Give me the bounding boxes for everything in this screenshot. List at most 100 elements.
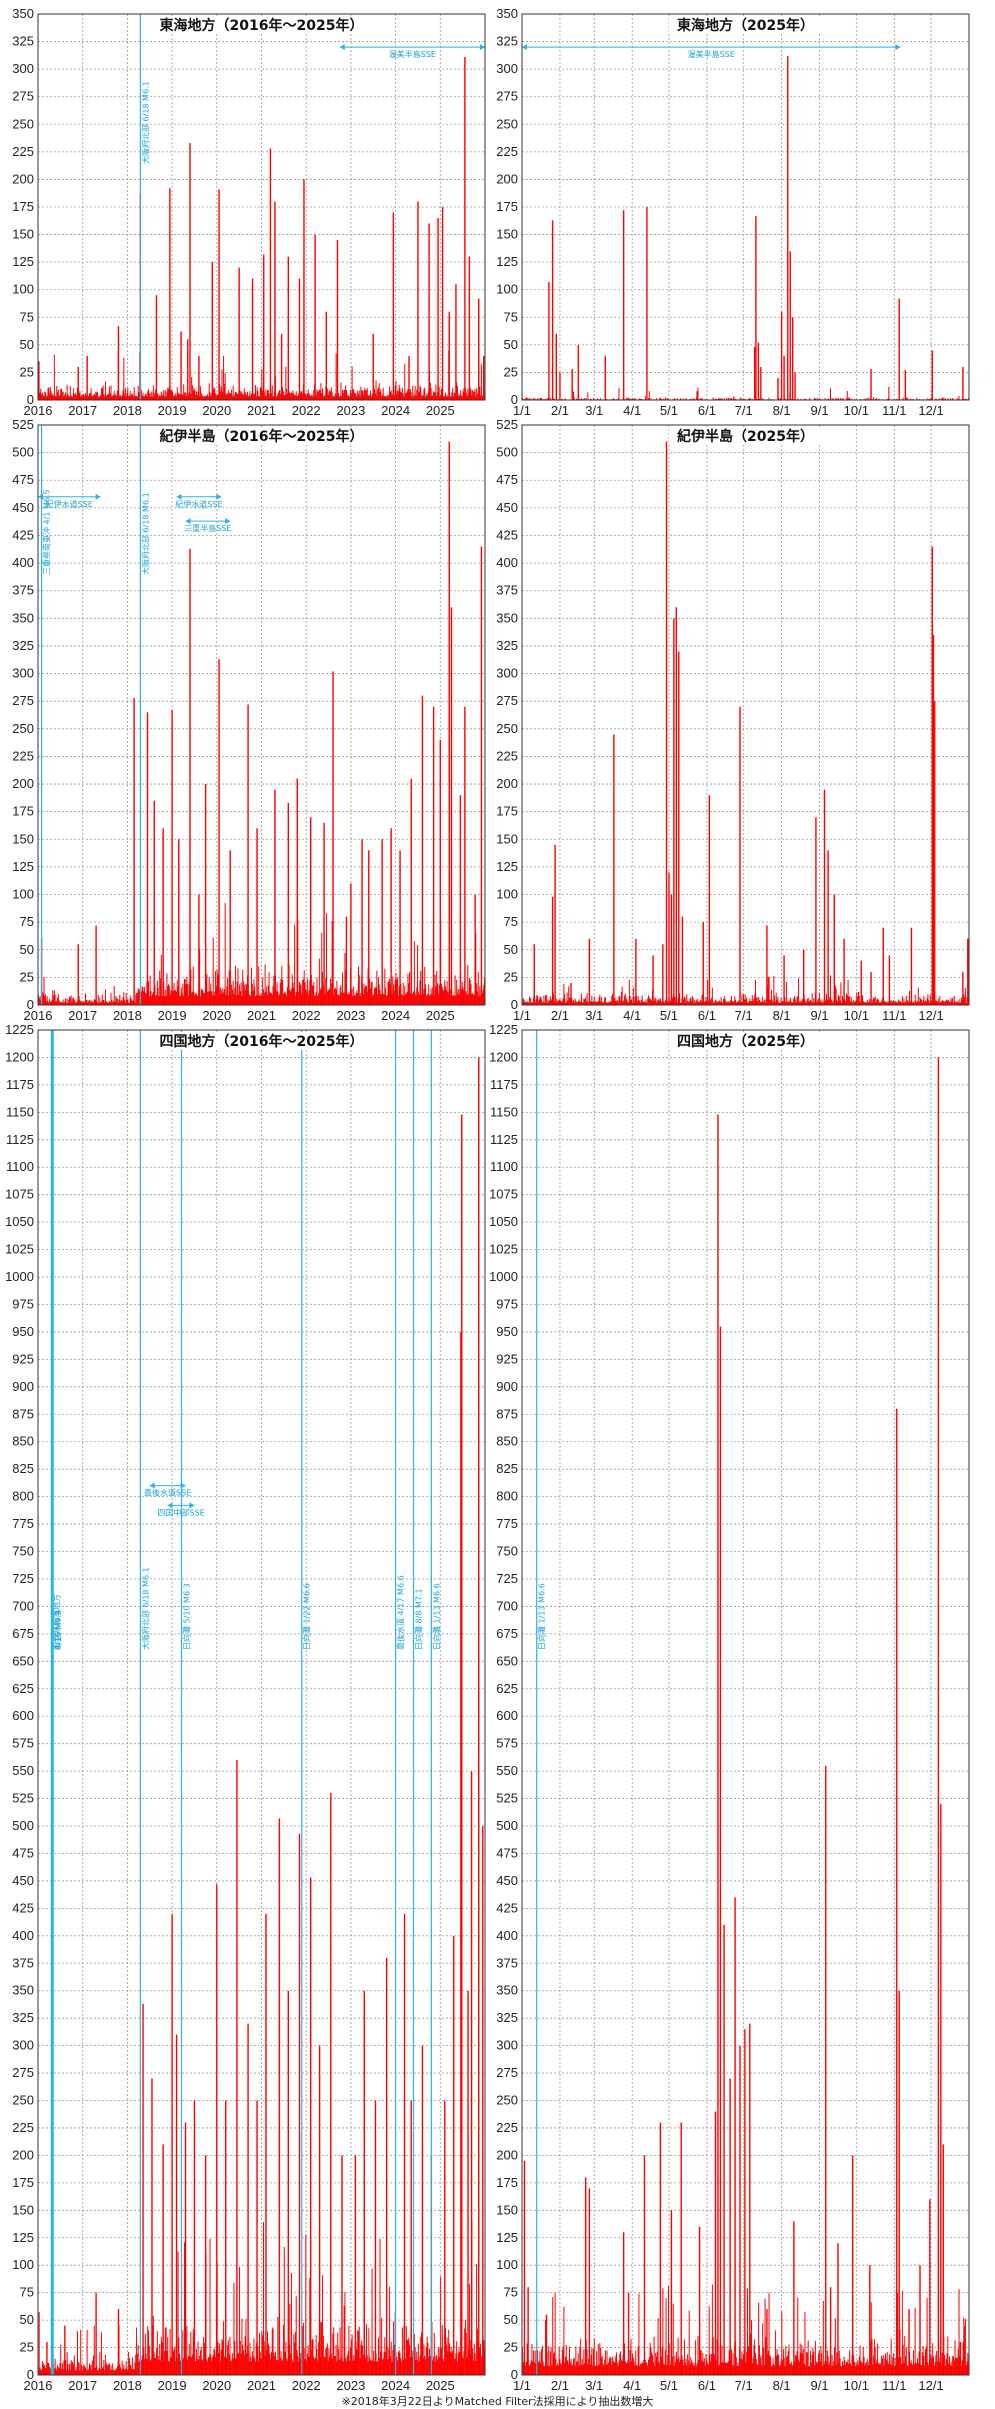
y-tick-label: 250	[496, 721, 518, 736]
y-tick-label: 850	[496, 1434, 518, 1449]
y-tick-label: 725	[12, 1571, 34, 1586]
y-tick-label: 25	[504, 969, 518, 984]
y-tick-label: 225	[496, 748, 518, 763]
y-tick-label: 275	[496, 693, 518, 708]
y-tick-label: 1225	[5, 1022, 34, 1037]
y-tick-label: 1050	[5, 1214, 34, 1229]
x-tick-label: 2017	[68, 2378, 97, 2393]
x-tick-label: 3/1	[585, 1008, 603, 1023]
y-tick-label: 175	[496, 2175, 518, 2190]
y-tick-label: 425	[496, 1900, 518, 1915]
x-tick-label: 2016	[24, 1008, 53, 1023]
x-tick-label: 7/1	[735, 2378, 753, 2393]
x-tick-label: 2019	[158, 2378, 187, 2393]
x-tick-label: 2/1	[551, 2378, 569, 2393]
y-tick-label: 500	[12, 1818, 34, 1833]
event-label: 豊後水道 4/17 M6.6	[396, 1575, 406, 1650]
x-tick-label: 7/1	[735, 1008, 753, 1023]
y-tick-label: 225	[12, 2120, 34, 2135]
plot-frame	[521, 424, 970, 1006]
x-tick-label: 10/1	[844, 2378, 869, 2393]
arrow-head-left	[38, 493, 43, 500]
y-tick-label: 1100	[6, 1159, 34, 1174]
y-tick-label: 400	[12, 555, 34, 570]
y-tick-label: 200	[496, 776, 518, 791]
x-tick-label: 2019	[158, 403, 187, 418]
y-tick-label: 575	[12, 1736, 34, 1751]
y-tick-label: 75	[20, 914, 34, 929]
y-tick-label: 450	[12, 500, 34, 515]
y-tick-label: 275	[12, 693, 34, 708]
y-tick-label: 350	[12, 1983, 34, 1998]
x-tick-label: 2019	[158, 1008, 187, 1023]
y-tick-label: 250	[496, 2093, 518, 2108]
y-tick-label: 175	[12, 2175, 34, 2190]
x-tick-label: 10/1	[844, 1008, 869, 1023]
y-tick-label: 425	[12, 527, 34, 542]
y-tick-label: 675	[12, 1626, 34, 1641]
y-tick-label: 350	[12, 6, 34, 21]
y-tick-label: 950	[12, 1324, 34, 1339]
y-tick-label: 75	[504, 309, 518, 324]
y-tick-label: 1000	[5, 1269, 34, 1284]
event-label: 日向灘 5/10 M6.3	[181, 1583, 191, 1650]
x-tick-label: 9/1	[811, 1008, 829, 1023]
y-tick-label: 100	[496, 2257, 518, 2272]
y-tick-label: 1075	[5, 1187, 34, 1202]
title-backing	[146, 1032, 377, 1050]
x-tick-label: 6/1	[698, 403, 716, 418]
y-tick-label: 750	[12, 1544, 34, 1559]
y-tick-label: 325	[12, 638, 34, 653]
arrow-head-left	[522, 44, 527, 51]
y-tick-label: 500	[12, 445, 34, 460]
x-tick-label: 2025	[426, 1008, 455, 1023]
sse-label: 三重半島SSE	[184, 523, 231, 533]
arrow-head-right	[225, 518, 231, 525]
y-tick-label: 375	[496, 583, 518, 598]
y-tick-label: 25	[504, 364, 518, 379]
y-tick-label: 100	[12, 2257, 34, 2272]
y-tick-label: 325	[496, 638, 518, 653]
chart-title: 四国地方（2025年）	[677, 1033, 814, 1050]
y-tick-label: 425	[496, 527, 518, 542]
y-tick-label: 300	[12, 61, 34, 76]
y-tick-label: 525	[12, 1791, 34, 1806]
y-tick-label: 1000	[489, 1269, 518, 1284]
event-label: 三重県南東沖 4/1 M6.5	[42, 489, 52, 575]
y-tick-label: 150	[12, 2202, 34, 2217]
chart-title: 紀伊半島（2025年）	[677, 428, 814, 445]
y-tick-label: 900	[496, 1379, 518, 1394]
y-tick-label: 525	[496, 417, 518, 432]
x-tick-label: 3/1	[585, 2378, 603, 2393]
chart-title: 紀伊半島（2016年～2025年）	[160, 428, 364, 445]
x-tick-label: 2023	[336, 403, 365, 418]
chart-title: 東海地方（2025年）	[677, 17, 814, 34]
y-tick-label: 475	[12, 472, 34, 487]
arrow-head-right	[216, 493, 222, 500]
y-tick-label: 150	[496, 227, 518, 242]
x-tick-label: 11/1	[882, 403, 906, 418]
y-tick-label: 25	[20, 2340, 34, 2355]
y-tick-label: 100	[12, 887, 34, 902]
x-tick-label: 2018	[113, 403, 142, 418]
y-tick-label: 1225	[489, 1022, 518, 1037]
y-tick-label: 50	[504, 2312, 518, 2327]
y-tick-label: 350	[12, 610, 34, 625]
y-tick-label: 300	[12, 2038, 34, 2053]
event-label: 4/15 M6.4	[53, 1610, 62, 1650]
y-tick-label: 225	[12, 144, 34, 159]
event-label: 日向灘 1/13 M6.6	[537, 1583, 547, 1650]
y-tick-label: 50	[504, 942, 518, 957]
y-tick-label: 125	[496, 859, 518, 874]
y-tick-label: 0	[511, 2367, 518, 2382]
event-label: 熊本県熊本地方	[51, 1594, 61, 1650]
event-label: 日向灘 1/22 M6.6	[302, 1583, 312, 1650]
x-tick-label: 9/1	[811, 403, 829, 418]
y-tick-label: 100	[496, 887, 518, 902]
y-tick-label: 900	[12, 1379, 34, 1394]
bar-series	[521, 1057, 970, 2375]
y-tick-label: 375	[496, 1955, 518, 1970]
y-tick-label: 250	[12, 116, 34, 131]
y-tick-label: 450	[12, 1873, 34, 1888]
x-tick-label: 4/1	[623, 2378, 641, 2393]
